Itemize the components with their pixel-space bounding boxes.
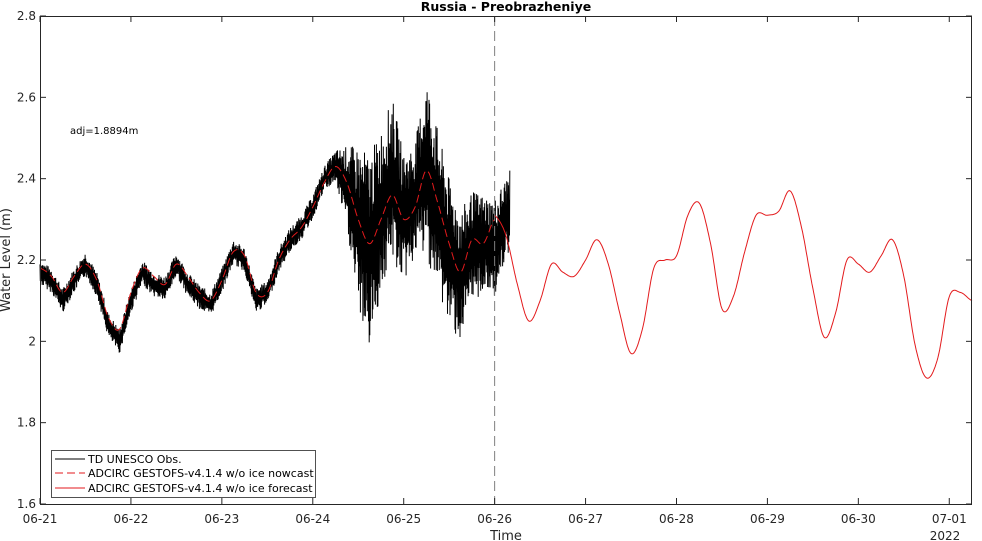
x-tick-label: 06-22: [113, 512, 148, 526]
chart-title: Russia - Preobrazheniye: [421, 0, 591, 14]
x-tick-label: 06-24: [295, 512, 330, 526]
x-tick-label: 07-01: [932, 512, 967, 526]
x-tick-label: 06-29: [750, 512, 785, 526]
legend-label-nowcast: ADCIRC GESTOFS-v4.1.4 w/o ice nowcast: [88, 467, 314, 480]
x-tick-label: 06-21: [23, 512, 58, 526]
y-tick-label: 2.2: [17, 253, 36, 267]
legend-box: [51, 450, 316, 498]
x-tick-label: 06-25: [386, 512, 421, 526]
x-axis-ticks: 06-21 06-22 06-23 06-24 06-25 06-26 06-27 06-28…: [23, 16, 967, 526]
x-tick-label: 06-26: [477, 512, 512, 526]
legend-label-obs: TD UNESCO Obs.: [87, 453, 182, 466]
x-tick-label: 06-27: [568, 512, 603, 526]
y-axis-ticks: 1.6 1.8 2 2.2 2.4 2.6 2.8: [17, 9, 972, 511]
legend-label-forecast: ADCIRC GESTOFS-v4.1.4 w/o ice forecast: [88, 482, 313, 495]
x-tick-label: 06-28: [659, 512, 694, 526]
series-line-forecast: [494, 190, 973, 379]
y-tick-label: 1.6: [17, 497, 36, 511]
y-tick-label: 2.6: [17, 90, 36, 104]
legend: TD UNESCO Obs. ADCIRC GESTOFS-v4.1.4 w/o…: [51, 450, 316, 498]
x-axis-label: Time: [489, 529, 522, 541]
x-tick-label: 06-23: [204, 512, 239, 526]
y-axis-label: Water Level (m): [0, 208, 14, 312]
series-line-nowcast: [39, 165, 496, 331]
series-layer: [39, 92, 973, 379]
adjustment-annotation: adj=1.8894m: [70, 126, 138, 137]
y-tick-label: 2.8: [17, 9, 36, 23]
year-label: 2022: [930, 529, 961, 541]
y-tick-label: 1.8: [17, 416, 36, 430]
x-tick-label: 06-30: [841, 512, 876, 526]
y-tick-label: 2: [28, 334, 36, 348]
series-line-obs: [39, 92, 511, 353]
plot-area: [40, 16, 972, 504]
y-tick-label: 2.4: [17, 172, 36, 186]
